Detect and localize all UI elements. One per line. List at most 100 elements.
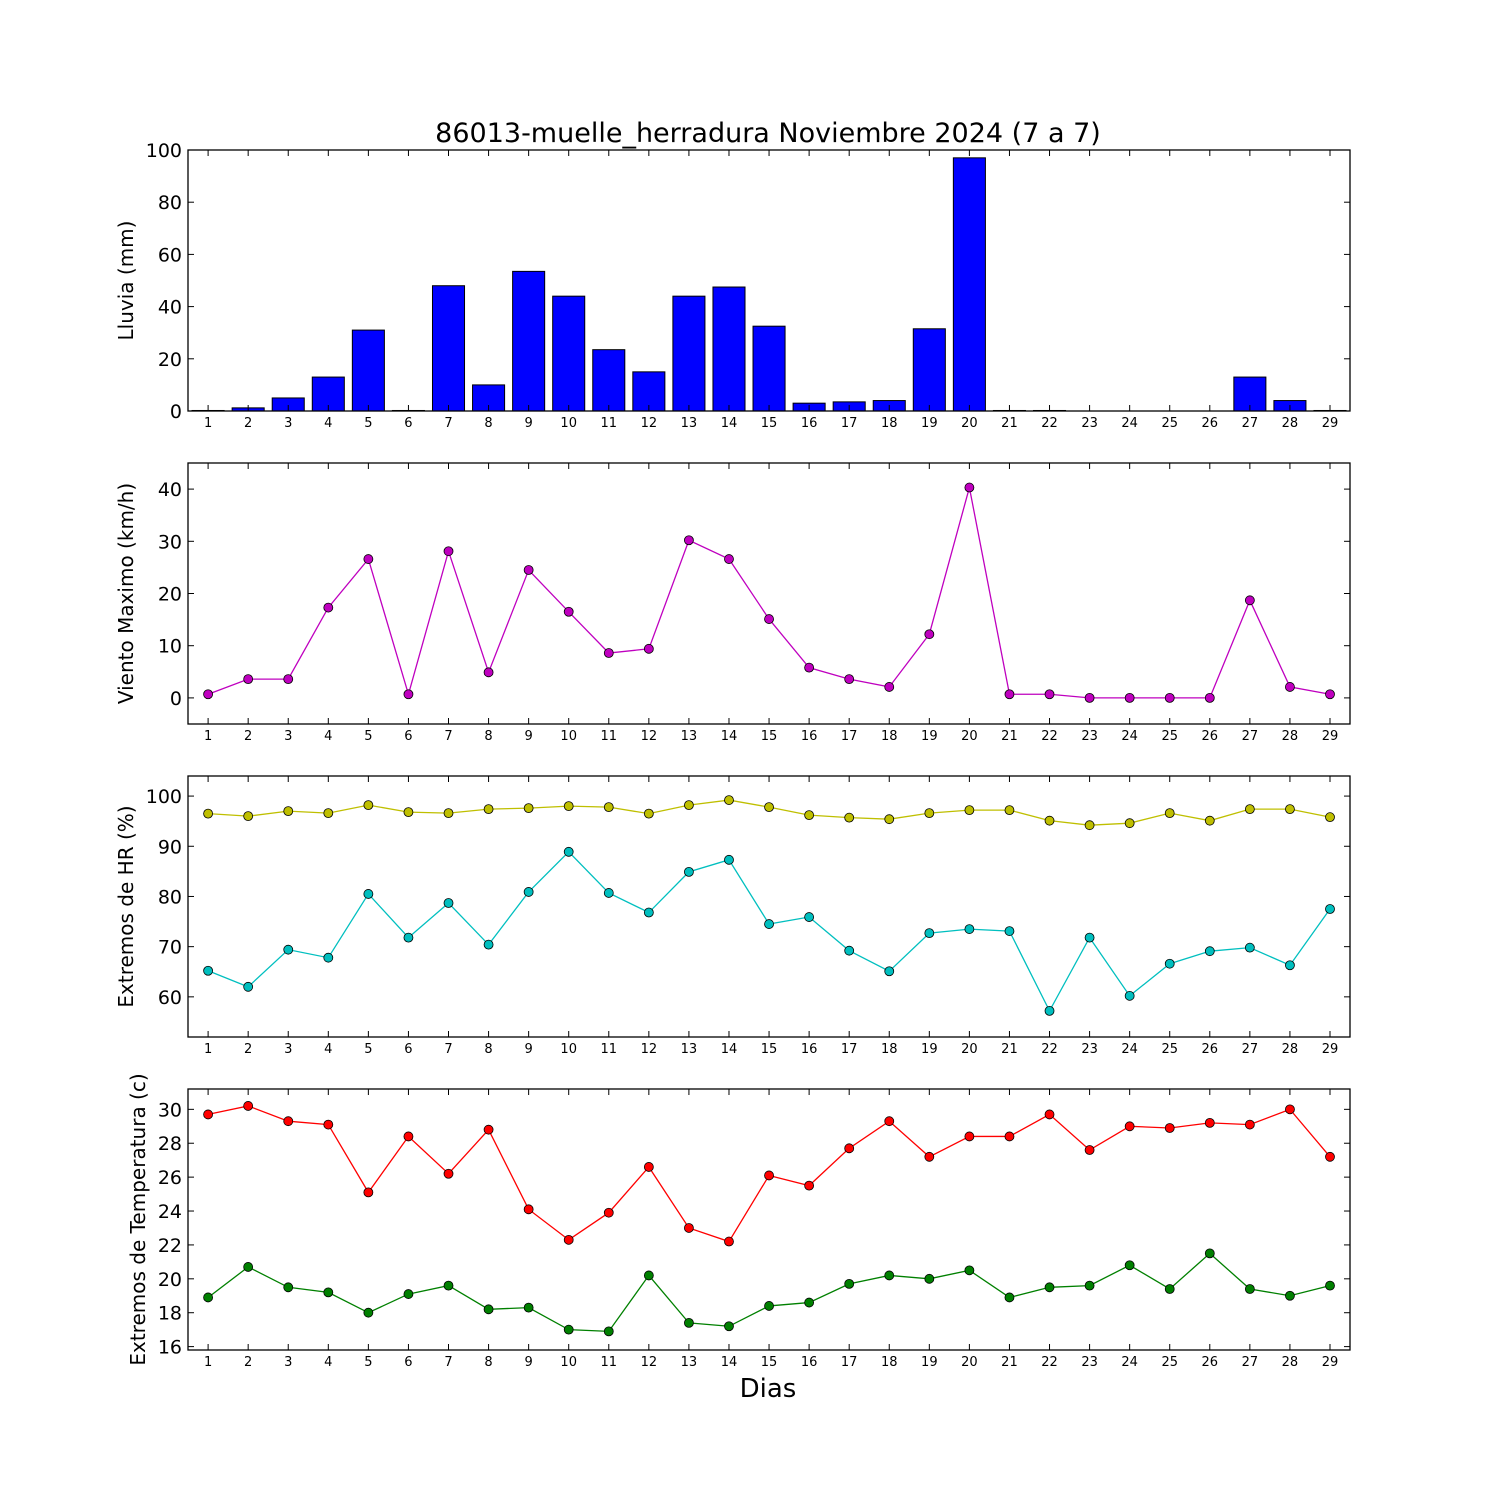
- temperature-xtick-label: 11: [601, 1355, 618, 1370]
- temperature-series-1-point-day-7: [443, 1168, 454, 1179]
- wind-series-1-point-day-25: [1164, 693, 1175, 703]
- temperature-series-1-point-day-28: [1285, 1104, 1295, 1115]
- humidity-xtick-label: 7: [444, 1042, 452, 1057]
- wind-xtick-label: 6: [404, 729, 412, 744]
- temperature-series-1-point-day-8: [483, 1124, 494, 1135]
- temperature-xtick-label: 17: [841, 1355, 858, 1370]
- humidity-series-2-point-day-22: [1044, 1006, 1055, 1016]
- temperature-series-1-point-day-5: [363, 1187, 374, 1198]
- temperature-series-2-point-day-6: [403, 1289, 414, 1299]
- humidity-series-1-point-day-3: [283, 806, 294, 817]
- humidity-series-2-point-day-28: [1285, 960, 1295, 971]
- wind-xtick-label: 18: [881, 729, 898, 744]
- temperature-series-1-point-day-1: [203, 1109, 214, 1120]
- rain-bar-day-10: [552, 295, 586, 412]
- humidity-series-1-point-day-19: [924, 808, 935, 819]
- temperature-series-1-point-day-2: [243, 1101, 254, 1111]
- humidity-xtick-label: 21: [1001, 1042, 1018, 1057]
- humidity-xtick-label: 5: [364, 1042, 372, 1057]
- temperature-series-1-point-day-12: [643, 1162, 654, 1172]
- wind-xtick-label: 23: [1081, 729, 1098, 744]
- rain-ytick-label: 60: [158, 244, 182, 266]
- temperature-series-2-point-day-27: [1244, 1284, 1255, 1294]
- temperature-xtick-label: 22: [1041, 1355, 1058, 1370]
- wind-ytick-label: 0: [170, 688, 182, 710]
- wind-xtick-label: 12: [641, 729, 658, 744]
- temperature-series-1-point-day-27: [1244, 1119, 1255, 1130]
- humidity-series-1-point-day-6: [403, 807, 414, 818]
- humidity-series-1-point-day-12: [643, 808, 654, 819]
- humidity-series-1-point-day-22: [1044, 815, 1055, 826]
- rain-bar-day-11: [592, 349, 626, 412]
- humidity-series-2-point-day-1: [203, 965, 214, 976]
- temperature-xtick-label: 14: [721, 1355, 738, 1370]
- chart-title: 86013-muelle_herradura Noviembre 2024 (7…: [435, 118, 1101, 149]
- temperature-series-1-point-day-16: [804, 1180, 815, 1191]
- humidity-series-2-point-day-5: [363, 889, 374, 899]
- rain-xtick-label: 23: [1081, 416, 1098, 431]
- rain-xtick-label: 18: [881, 416, 898, 431]
- rain-bar-day-12: [632, 371, 666, 412]
- temperature-series-2-point-day-7: [443, 1280, 454, 1291]
- temperature-series-1-point-day-3: [283, 1116, 294, 1127]
- wind-xtick-label: 26: [1202, 729, 1219, 744]
- rain-ytick-label: 20: [158, 349, 182, 371]
- humidity-y-axis-label: Extremos de HR (%): [114, 805, 138, 1007]
- wind-series-1-point-day-10: [563, 606, 574, 617]
- rain-xtick-label: 10: [560, 416, 577, 431]
- rain-ytick-label: 80: [158, 192, 182, 214]
- temperature-series-2-point-day-22: [1044, 1282, 1055, 1293]
- temperature-series-2-point-day-24: [1124, 1260, 1135, 1271]
- rain-xtick-label: 27: [1242, 416, 1259, 431]
- humidity-series-1-point-day-20: [964, 805, 975, 816]
- temperature-xtick-label: 25: [1161, 1355, 1178, 1370]
- wind-xtick-label: 24: [1121, 729, 1138, 744]
- temperature-xtick-label: 20: [961, 1355, 978, 1370]
- wind-plot-frame: [187, 462, 1351, 725]
- rain-y-axis-label: Lluvia (mm): [114, 221, 138, 341]
- humidity-xtick-label: 4: [324, 1042, 332, 1057]
- humidity-series-2-point-day-12: [643, 907, 654, 918]
- wind-xtick-label: 14: [721, 729, 738, 744]
- humidity-xtick-label: 24: [1121, 1042, 1138, 1057]
- humidity-xtick-label: 15: [761, 1042, 778, 1057]
- temperature-series-1-point-day-26: [1204, 1118, 1215, 1128]
- wind-xtick-label: 9: [525, 729, 533, 744]
- rain-xtick-label: 21: [1001, 416, 1018, 431]
- temperature-series-2-point-day-3: [283, 1282, 294, 1293]
- humidity-series-2-point-day-26: [1204, 946, 1215, 957]
- wind-xtick-label: 1: [204, 729, 212, 744]
- humidity-series-1-point-day-28: [1285, 804, 1295, 815]
- temperature-y-axis-label: Extremos de Temperatura (c): [126, 1073, 150, 1365]
- humidity-xtick-label: 1: [204, 1042, 212, 1057]
- temperature-ytick-label: 26: [158, 1167, 182, 1189]
- wind-series-1-point-day-5: [363, 554, 374, 564]
- humidity-series-1-point-day-15: [764, 802, 774, 813]
- humidity-series-1-point-day-21: [1004, 805, 1015, 816]
- rain-ytick-label: 100: [146, 140, 182, 162]
- humidity-series-2-point-day-13: [684, 866, 694, 877]
- wind-xtick-label: 7: [444, 729, 452, 744]
- rain-xtick-label: 11: [601, 416, 618, 431]
- temperature-xtick-label: 2: [244, 1355, 252, 1370]
- wind-series-1-point-day-21: [1004, 689, 1015, 700]
- humidity-series-1-point-day-4: [323, 808, 334, 819]
- temperature-xtick-label: 4: [324, 1355, 332, 1370]
- humidity-series-1-point-day-5: [363, 800, 374, 811]
- wind-xtick-label: 11: [601, 729, 618, 744]
- humidity-ytick-label: 100: [146, 786, 182, 808]
- humidity-series-1-point-day-29: [1325, 812, 1335, 823]
- humidity-xtick-label: 26: [1202, 1042, 1219, 1057]
- temperature-series-1-point-day-24: [1124, 1121, 1135, 1132]
- wind-series-1-point-day-12: [643, 643, 654, 654]
- humidity-series-1-point-day-8: [483, 804, 494, 815]
- rain-xtick-label: 14: [721, 416, 738, 431]
- humidity-xtick-label: 18: [881, 1042, 898, 1057]
- wind-xtick-label: 10: [560, 729, 577, 744]
- temperature-series-2-point-day-26: [1204, 1248, 1215, 1259]
- humidity-xtick-label: 19: [921, 1042, 938, 1057]
- temperature-xtick-label: 8: [484, 1355, 492, 1370]
